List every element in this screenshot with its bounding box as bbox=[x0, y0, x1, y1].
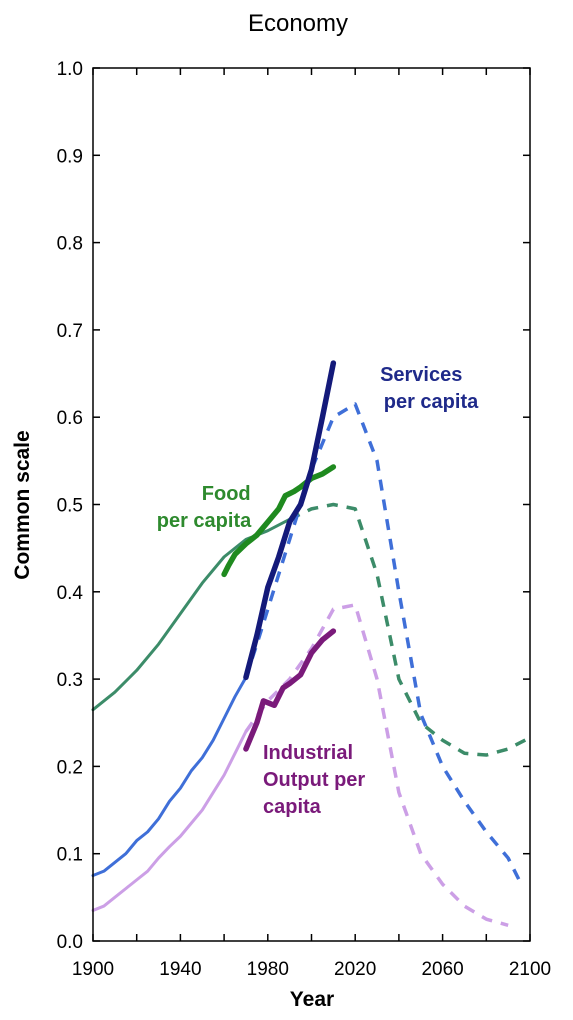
industrial-projection-line bbox=[244, 603, 509, 927]
series-layer bbox=[91, 360, 531, 927]
food-label-line-1: Food bbox=[202, 483, 251, 505]
services-label: Services per capita bbox=[380, 364, 479, 413]
y-tick-label: 0.6 bbox=[57, 408, 83, 429]
x-tick-label: 2020 bbox=[334, 959, 376, 980]
industrial-observed-line bbox=[243, 628, 337, 752]
industrial-label-line-3: capita bbox=[263, 796, 322, 818]
y-tick-label: 0.0 bbox=[57, 932, 83, 953]
x-tick-label: 2060 bbox=[421, 959, 463, 980]
x-tick-labels: 1900 1940 1980 2020 2060 2100 bbox=[72, 959, 551, 980]
industrial-model-historical-line bbox=[91, 729, 248, 912]
food-label-line-2: per capita bbox=[157, 510, 252, 532]
x-tick-label: 2100 bbox=[509, 959, 551, 980]
y-tick-label: 0.3 bbox=[57, 670, 83, 691]
x-tick-label: 1940 bbox=[159, 959, 201, 980]
x-axis-title: Year bbox=[290, 988, 334, 1011]
y-tick-label: 0.1 bbox=[57, 845, 83, 866]
services-model-historical-line bbox=[91, 675, 248, 878]
services-label-line-2: per capita bbox=[384, 391, 479, 413]
y-tick-label: 0.4 bbox=[57, 583, 84, 604]
services-observed-line bbox=[243, 360, 337, 681]
y-tick-label: 0.2 bbox=[57, 757, 83, 778]
industrial-label: Industrial Output per capita bbox=[263, 742, 371, 818]
x-tick-label: 1980 bbox=[247, 959, 289, 980]
y-tick-label: 0.7 bbox=[57, 321, 83, 342]
y-tick-label: 0.5 bbox=[57, 496, 83, 517]
services-label-line-1: Services bbox=[380, 364, 462, 386]
y-tick-label: 0.9 bbox=[57, 146, 83, 167]
plot-frame bbox=[92, 67, 531, 942]
y-tick-label: 1.0 bbox=[57, 59, 83, 80]
y-tick-label: 0.8 bbox=[57, 234, 83, 255]
services-projection-line bbox=[244, 402, 521, 881]
series-labels: Services per capita Food per capita Indu… bbox=[157, 364, 479, 818]
x-tick-label: 1900 bbox=[72, 959, 114, 980]
industrial-label-line-2: Output per bbox=[263, 769, 365, 791]
y-axis-title: Common scale bbox=[11, 430, 34, 579]
food-label: Food per capita bbox=[157, 483, 256, 532]
y-tick-labels: 0.0 0.1 0.2 0.3 0.4 0.5 0.6 0.7 0.8 0.9 1.0 bbox=[57, 59, 84, 953]
industrial-label-line-1: Industrial bbox=[263, 742, 353, 764]
chart-title: Economy bbox=[248, 10, 348, 37]
food-projection-line bbox=[288, 502, 531, 757]
